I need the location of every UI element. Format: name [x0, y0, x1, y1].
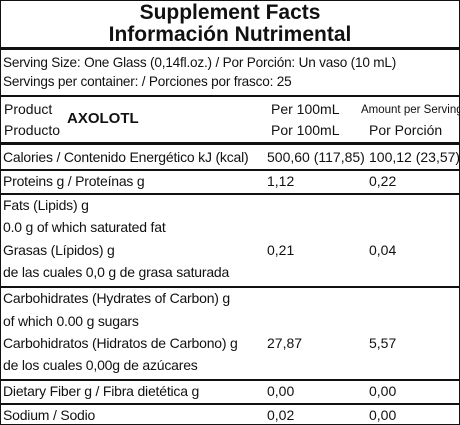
per-100ml-value: 500,60 (117,85) [267, 149, 365, 165]
per-100ml-value: 0,02 [267, 407, 295, 424]
per-serving-value: 0,04 [369, 241, 397, 258]
per-100ml-value: 0,21 [267, 241, 295, 258]
product-name: AXOLOTL [67, 110, 139, 127]
rule [1, 193, 459, 195]
column-header: Por Porción [369, 122, 443, 138]
row-label: Sodium / Sodio [3, 407, 96, 424]
per-100ml-value: 1,12 [267, 173, 295, 189]
column-header: Amount per Serving [361, 104, 460, 116]
row-label: de las cuales 0,0 g de grasa saturada [3, 263, 230, 280]
rule [1, 169, 459, 171]
rule [1, 95, 459, 97]
row-label: 0.0 g of which saturated fat [3, 219, 166, 236]
column-header: Por 100mL [271, 122, 340, 138]
row-label: Proteins g / Proteínas g [3, 173, 145, 189]
per-serving-value: 100,12 (23,57) [369, 149, 460, 165]
row-label: Dietary Fiber g / Fibra dietética g [3, 383, 200, 400]
per-100ml-value: 0,00 [267, 383, 295, 400]
rule [1, 286, 459, 288]
row-label: Fats (Lipids) g [3, 197, 89, 213]
rule [1, 142, 459, 145]
product-label: Producto [4, 122, 61, 138]
subtitle: Información Nutrimental [108, 23, 352, 46]
row-label: of which 0.00 g sugars [3, 312, 139, 329]
row-label: de los cuales 0,00g de azúcares [3, 357, 198, 374]
rule [1, 403, 459, 405]
column-header: Per 100mL [271, 101, 340, 117]
per-serving-value: 0,00 [369, 407, 397, 424]
row-label: Grasas (Lípidos) g [3, 241, 115, 258]
per-100ml-value: 27,87 [267, 334, 303, 351]
serving-size: Serving Size: One Glass (0,14fl.oz.) / P… [3, 55, 397, 70]
per-serving-value: 0,22 [369, 173, 397, 189]
row-label: Carbohidrates (Hydrates of Carbon) g [3, 290, 231, 307]
product-label: Product [4, 101, 53, 117]
title: Supplement Facts [139, 1, 321, 24]
row-label: Carbohidratos (Hidratos de Carbono) g [3, 334, 238, 351]
rule [1, 47, 459, 50]
row-label: Calories / Contenido Energético kJ (kcal… [3, 149, 249, 165]
servings-per-container: Servings per container: / Porciones por … [3, 74, 292, 89]
per-serving-value: 0,00 [369, 383, 397, 400]
rule [1, 379, 459, 381]
per-serving-value: 5,57 [369, 334, 397, 351]
